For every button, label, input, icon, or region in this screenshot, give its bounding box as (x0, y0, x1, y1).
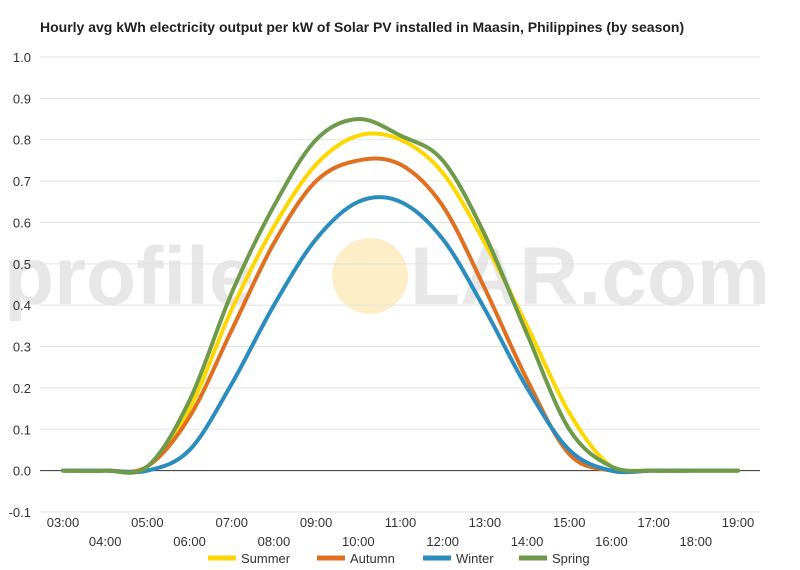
watermark-text-left: profile (4, 231, 255, 322)
watermark-text-right: LAR.com (410, 231, 770, 322)
x-tick-label: 18:00 (680, 534, 713, 549)
legend-label: Spring (552, 551, 590, 566)
legend-label: Winter (456, 551, 494, 566)
legend-item-winter: Winter (423, 551, 494, 566)
series-line-winter (61, 195, 740, 475)
x-tick-label: 15:00 (553, 515, 586, 530)
x-tick-label: 03:00 (47, 515, 80, 530)
x-tick-label: 10:00 (342, 534, 375, 549)
y-tick-label: 0.6 (13, 215, 31, 230)
legend-label: Summer (241, 551, 291, 566)
y-tick-label: 0.5 (13, 257, 31, 272)
x-tick-label: 04:00 (89, 534, 122, 549)
y-axis-ticks: -0.1 0.0 0.1 0.2 0.3 0.4 0.5 0.6 0.7 0.8 0.9 1.0 (9, 50, 31, 520)
chart-title: Hourly avg kWh electricity output per kW… (40, 19, 684, 35)
legend-item-summer: Summer (208, 551, 291, 566)
y-tick-label: 0.7 (13, 174, 31, 189)
x-tick-label: 09:00 (300, 515, 333, 530)
y-tick-label: -0.1 (9, 505, 31, 520)
x-tick-label: 14:00 (511, 534, 544, 549)
x-tick-label: 19:00 (722, 515, 755, 530)
x-tick-label: 11:00 (385, 515, 417, 530)
y-tick-label: 1.0 (13, 50, 31, 65)
x-tick-label: 16:00 (595, 534, 628, 549)
legend-label: Autumn (350, 551, 395, 566)
y-tick-label: 0.8 (13, 133, 31, 148)
series-line-spring (61, 117, 740, 475)
legend: Summer Autumn Winter Spring (208, 551, 590, 566)
x-tick-label: 17:00 (637, 515, 670, 530)
x-tick-label: 05:00 (131, 515, 164, 530)
y-tick-label: 0.3 (13, 340, 31, 355)
x-tick-label: 12:00 (426, 534, 459, 549)
watermark: profile LAR.com (4, 231, 770, 322)
y-tick-label: 0.0 (13, 464, 31, 479)
legend-item-spring: Spring (519, 551, 590, 566)
x-tick-label: 06:00 (173, 534, 206, 549)
series-layer (61, 117, 740, 475)
x-tick-label: 13:00 (469, 515, 502, 530)
x-tick-label: 07:00 (215, 515, 248, 530)
x-axis-ticks: 03:00 04:00 05:00 06:00 07:00 08:00 09:00 10:00… (47, 515, 755, 549)
y-tick-label: 0.1 (13, 422, 31, 437)
y-tick-label: 0.4 (13, 298, 31, 313)
x-tick-label: 08:00 (258, 534, 291, 549)
y-tick-label: 0.2 (13, 381, 31, 396)
grid (40, 56, 760, 513)
legend-item-autumn: Autumn (317, 551, 395, 566)
watermark-sun-icon (332, 238, 408, 314)
y-tick-label: 0.9 (13, 91, 31, 106)
